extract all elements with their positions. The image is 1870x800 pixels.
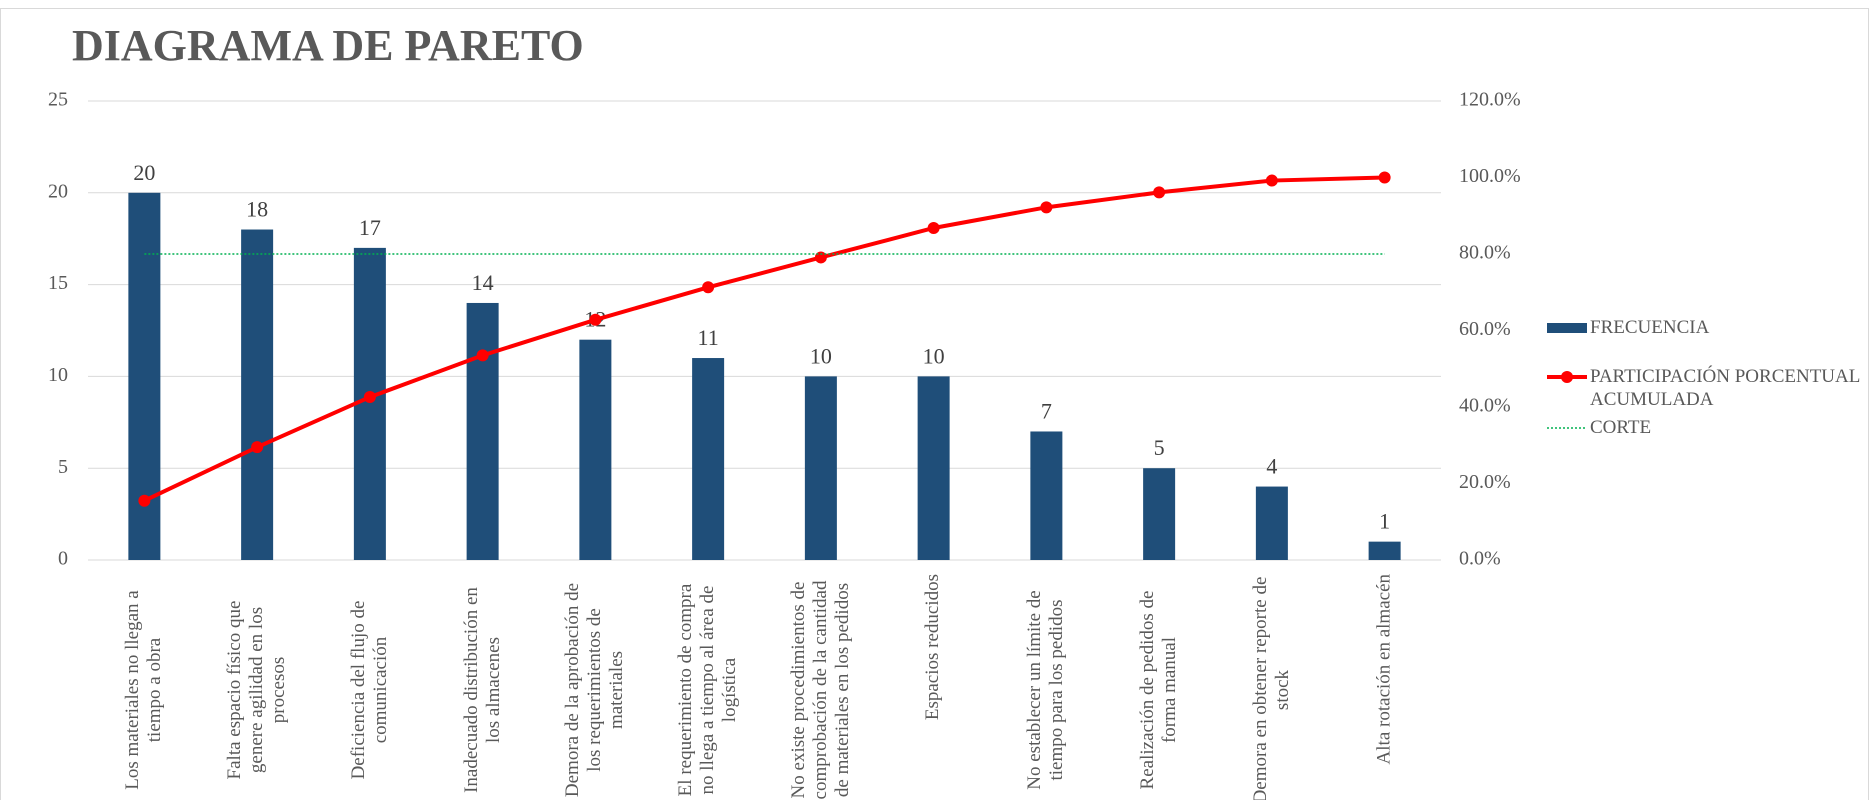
- y-tick-label: 25: [48, 89, 68, 111]
- bar: [692, 358, 725, 560]
- y2-tick-label: 20.0%: [1459, 471, 1511, 493]
- y-tick-label: 5: [58, 456, 68, 478]
- data-label: 10: [810, 343, 832, 368]
- x-tick-label: Espacios reducidos: [922, 574, 944, 721]
- line-marker: [1040, 201, 1053, 214]
- line-marker: [814, 251, 827, 264]
- bar: [804, 376, 837, 560]
- y-tick-label: 0: [58, 548, 68, 570]
- x-tick-label: Realización de pedidos de forma manual: [1137, 590, 1181, 790]
- bar: [1143, 468, 1176, 560]
- legend-label: FRECUENCIA: [1590, 317, 1710, 338]
- bar: [241, 229, 274, 560]
- cumulative-line: [143, 175, 1385, 503]
- x-tick-label: No establecer un límite de tiempo para l…: [1024, 590, 1068, 790]
- x-tick-label: Demora de la aprobación de los requerimi…: [562, 582, 628, 798]
- legend-marker: [1561, 371, 1573, 383]
- line-marker: [476, 349, 489, 362]
- line-marker: [363, 391, 376, 404]
- bar: [1030, 431, 1063, 560]
- line-marker: [251, 441, 264, 454]
- data-label: 5: [1154, 435, 1165, 460]
- chart-border: [0, 8, 1869, 800]
- y-tick-label: 15: [48, 272, 68, 294]
- y2-tick-label: 100.0%: [1459, 165, 1521, 187]
- bar: [466, 302, 499, 560]
- y2-tick-label: 120.0%: [1459, 89, 1521, 111]
- bar: [917, 376, 950, 560]
- data-label: 20: [133, 160, 155, 185]
- data-label: 4: [1266, 454, 1277, 479]
- y2-tick-label: 40.0%: [1459, 395, 1511, 417]
- data-label: 1: [1379, 509, 1390, 534]
- bar: [579, 339, 612, 560]
- line-marker: [1153, 186, 1166, 199]
- data-label: 11: [698, 325, 719, 350]
- y-tick-label: 10: [48, 364, 68, 386]
- x-tick-label: No existe procedimientos de comprobación…: [787, 580, 853, 800]
- x-tick-label: Los materiales no llegan a tiempo a obra: [122, 590, 166, 790]
- x-tick-label: El requerimiento de compra no llega a ti…: [675, 583, 741, 797]
- y-tick-label: 20: [48, 180, 68, 202]
- line-marker: [702, 281, 715, 294]
- x-tick-label: Deficiencia del flujo de comunicación: [347, 600, 391, 780]
- data-label: 7: [1041, 399, 1052, 424]
- x-tick-label: Demora en obtener reporte de stock: [1249, 576, 1293, 800]
- line-marker: [1265, 174, 1278, 187]
- legend-swatch: [1547, 323, 1587, 333]
- bar: [1255, 486, 1288, 560]
- data-label: 17: [359, 215, 381, 240]
- x-tick-label: Alta rotación en almacén: [1373, 574, 1395, 765]
- data-label: 10: [923, 343, 945, 368]
- legend-label: PARTICIPACIÓN PORCENTUAL ACUMULADA: [1590, 366, 1860, 410]
- data-label: 14: [472, 270, 494, 295]
- bar: [1368, 541, 1401, 560]
- line-marker: [138, 494, 151, 507]
- legend-label: CORTE: [1590, 417, 1652, 438]
- y2-tick-label: 80.0%: [1459, 242, 1511, 264]
- y2-tick-label: 60.0%: [1459, 318, 1511, 340]
- line-marker: [589, 313, 602, 326]
- x-tick-label: Falta espacio físico que genere agilidad…: [224, 600, 290, 780]
- y2-tick-label: 0.0%: [1459, 548, 1501, 570]
- x-tick-label: Inadecuado distribución en los almacenes: [460, 587, 504, 793]
- data-label: 18: [246, 197, 268, 222]
- line-marker: [927, 221, 940, 234]
- line-marker: [1378, 171, 1391, 184]
- chart-title: DIAGRAMA DE PARETO: [72, 21, 584, 70]
